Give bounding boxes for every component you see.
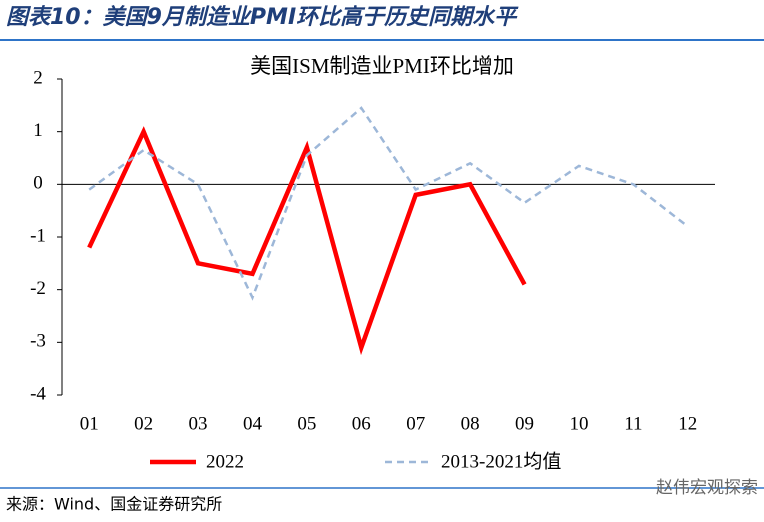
y-tick-label: -3 [30,331,46,352]
x-tick-label: 12 [678,413,697,434]
y-tick-label: -1 [30,225,46,246]
x-tick-label: 05 [297,413,316,434]
y-tick-label: 1 [33,120,43,141]
legend-label: 2013-2021均值 [441,450,561,472]
x-tick-label: 03 [189,413,208,434]
legend-label: 2022 [206,451,244,472]
watermark: 赵伟宏观探索 [656,478,758,498]
x-tick-label: 01 [80,413,99,434]
x-tick-label: 09 [515,413,534,434]
chart-title: 美国ISM制造业PMI环比增加 [250,54,514,78]
x-tick-label: 02 [134,413,153,434]
y-tick-label: -2 [30,278,46,299]
y-tick-label: 2 [33,67,43,88]
header-title: 图表10：美国9月制造业PMI环比高于历史同期水平 [6,4,519,30]
y-tick-label: 0 [33,173,43,194]
series-line [88,106,689,301]
x-tick-label: 08 [461,413,480,434]
x-tick-label: 04 [243,413,263,434]
x-tick-label: 11 [624,413,642,434]
footer-source: 来源：Wind、国金证券研究所 [6,495,222,514]
y-tick-label: -4 [30,383,46,404]
series-line [87,126,527,356]
x-tick-label: 06 [352,413,371,434]
x-tick-label: 07 [406,413,425,434]
x-tick-label: 10 [569,413,588,434]
